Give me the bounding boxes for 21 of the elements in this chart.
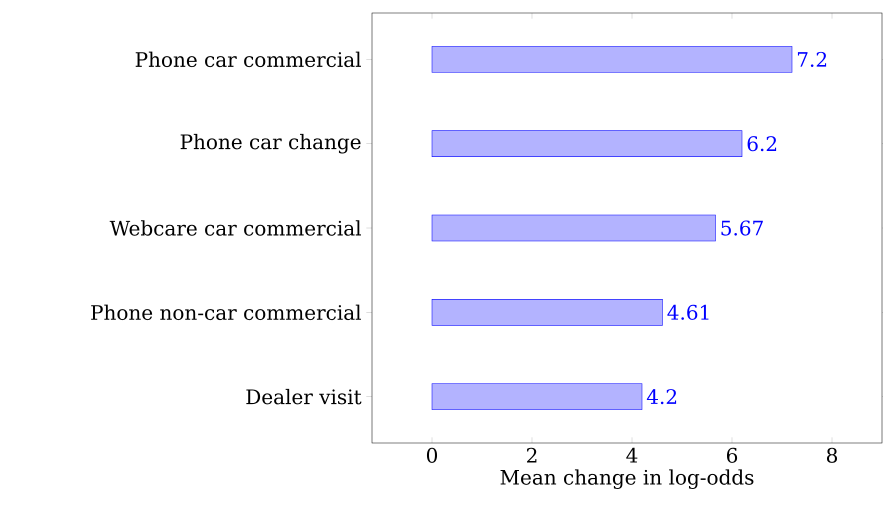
bar — [432, 46, 792, 73]
y-tick-label: Phone non-car commercial — [91, 304, 361, 320]
data-label: 5.67 — [721, 220, 763, 236]
x-tick-label: 4 — [626, 448, 638, 463]
data-label: 4.61 — [667, 304, 708, 320]
x-tick-label: 2 — [526, 448, 536, 463]
y-tick-label: Webcare car commercial — [110, 220, 361, 236]
bar — [432, 299, 663, 326]
bar — [432, 214, 716, 242]
y-tick-label: Phone car change — [180, 134, 361, 154]
x-tick-label: 8 — [826, 448, 838, 463]
data-label: 4.2 — [646, 389, 676, 404]
x-tick-label: 6 — [726, 448, 738, 463]
x-axis-title: Mean change in log-odds — [500, 469, 754, 489]
y-tick-label: Phone car commercial — [136, 52, 361, 68]
data-label: 7.2 — [798, 52, 826, 67]
data-label: 6.2 — [748, 136, 776, 152]
bar — [432, 130, 742, 157]
y-tick-label: Dealer visit — [246, 388, 362, 404]
bar — [432, 383, 642, 410]
x-tick-label: 0 — [426, 448, 438, 463]
